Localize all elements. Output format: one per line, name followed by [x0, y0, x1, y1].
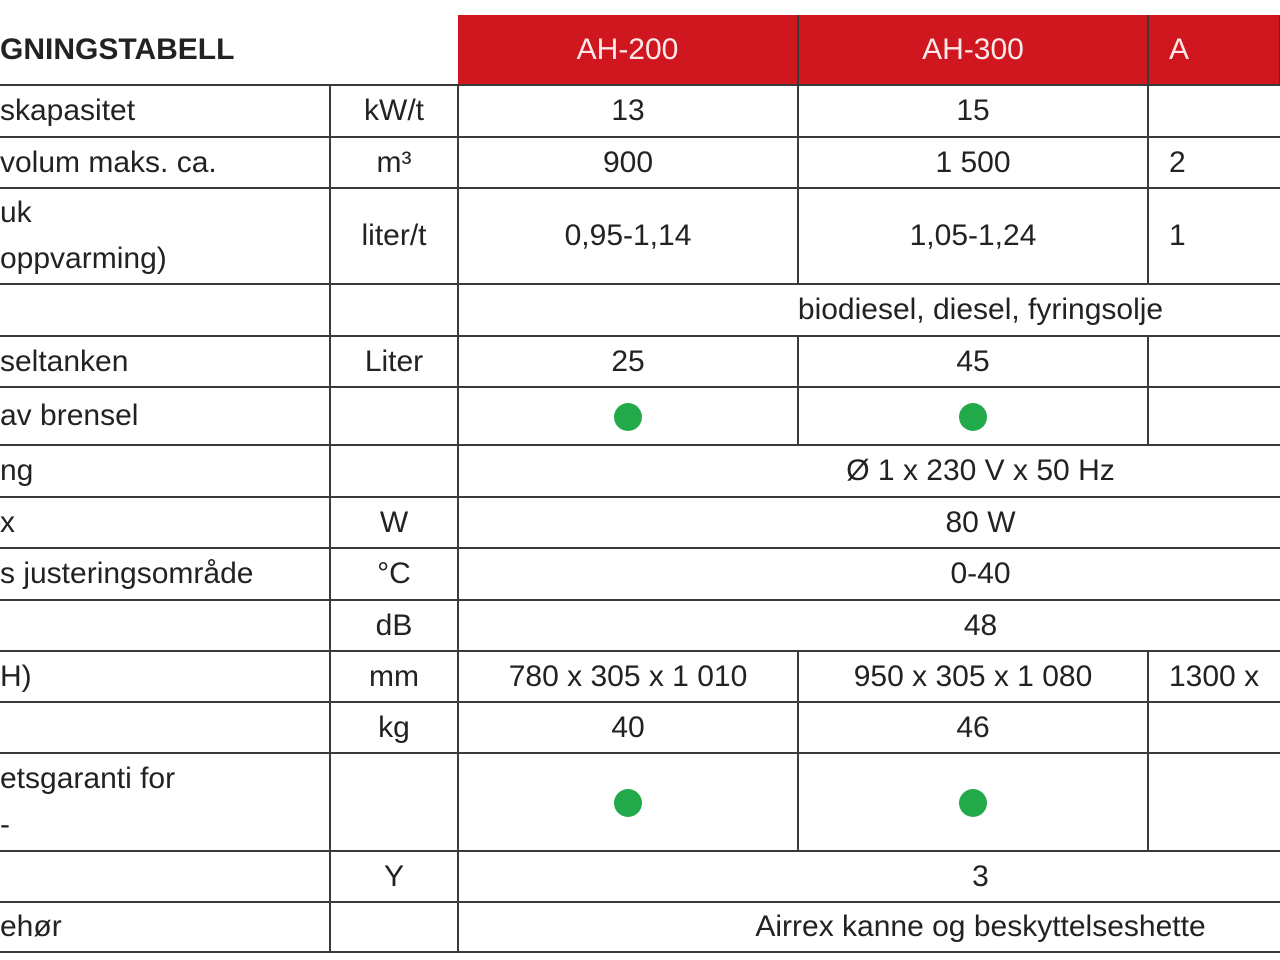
- row-value: [1147, 701, 1280, 754]
- spec-table: GNINGSTABELL AH-200 AH-300 A skapasitet k…: [0, 15, 1280, 953]
- row-value: [1147, 386, 1280, 446]
- row-label: s justeringsområde: [0, 547, 331, 601]
- row-unit: [329, 444, 459, 498]
- green-dot-icon: [614, 789, 642, 818]
- row-value-span: 80 W: [457, 496, 1280, 549]
- row-label: av brensel: [0, 386, 331, 446]
- row-value-span: 0-40: [457, 547, 1280, 601]
- row-value-span: Ø 1 x 230 V x 50 Hz: [457, 444, 1280, 498]
- model-header: A: [1148, 15, 1280, 85]
- row-label: [0, 701, 331, 754]
- row-value-span: Airrex kanne og beskyttelseshette: [457, 901, 1280, 953]
- row-value: 45: [797, 335, 1149, 388]
- row-value: [1147, 752, 1280, 852]
- row-value: 2: [1147, 136, 1280, 189]
- row-value: 46: [797, 701, 1149, 754]
- row-unit: Liter: [329, 335, 459, 388]
- row-value: [457, 752, 799, 852]
- row-value: 1: [1147, 187, 1280, 285]
- row-value: [457, 386, 799, 446]
- table-row: s justeringsområde °C 0-40: [0, 547, 1280, 601]
- table-row: H) mm 780 x 305 x 1 010 950 x 305 x 1 080 13…: [0, 650, 1280, 703]
- table-row: kg 40 46: [0, 701, 1280, 754]
- row-unit: kW/t: [329, 84, 459, 138]
- row-value: 950 x 305 x 1 080: [797, 650, 1149, 703]
- row-unit: °C: [329, 547, 459, 601]
- row-unit: dB: [329, 599, 459, 652]
- row-value: [797, 752, 1149, 852]
- row-value: 900: [457, 136, 799, 189]
- table-row: ehør Airrex kanne og beskyttelseshette: [0, 901, 1280, 953]
- row-value: 780 x 305 x 1 010: [457, 650, 799, 703]
- row-label: H): [0, 650, 331, 703]
- row-label: etsgaranti for -: [0, 752, 331, 852]
- table-row: skapasitet kW/t 13 15: [0, 84, 1280, 138]
- row-value: [797, 386, 1149, 446]
- row-unit: Y: [329, 850, 459, 903]
- row-unit: [329, 283, 459, 337]
- row-label: [0, 850, 331, 903]
- row-label: ehør: [0, 901, 331, 953]
- row-value: 40: [457, 701, 799, 754]
- row-label: ng: [0, 444, 331, 498]
- row-value: 25: [457, 335, 799, 388]
- row-unit: [329, 386, 459, 446]
- row-value: 1300 x: [1147, 650, 1280, 703]
- row-label: [0, 283, 331, 337]
- table-row: etsgaranti for -: [0, 752, 1280, 852]
- table-row: av brensel: [0, 386, 1280, 446]
- model-header: AH-300: [798, 15, 1149, 85]
- row-value: 15: [797, 84, 1149, 138]
- row-label: [0, 599, 331, 652]
- row-value: [1147, 84, 1280, 138]
- row-label: uk oppvarming): [0, 187, 331, 285]
- table-title: GNINGSTABELL: [0, 15, 330, 86]
- row-label: skapasitet: [0, 84, 331, 138]
- green-dot-icon: [959, 403, 987, 432]
- row-unit: W: [329, 496, 459, 549]
- row-value-span: 3: [457, 850, 1280, 903]
- table-row: biodiesel, diesel, fyringsolje: [0, 283, 1280, 337]
- row-value: [1147, 335, 1280, 388]
- row-value-span: 48: [457, 599, 1280, 652]
- row-value: 0,95-1,14: [457, 187, 799, 285]
- table-row: seltanken Liter 25 45: [0, 335, 1280, 388]
- table-row: volum maks. ca. m³ 900 1 500 2: [0, 136, 1280, 189]
- table-row: ng Ø 1 x 230 V x 50 Hz: [0, 444, 1280, 498]
- row-value: 1 500: [797, 136, 1149, 189]
- row-unit: liter/t: [329, 187, 459, 285]
- table-row: x W 80 W: [0, 496, 1280, 549]
- row-unit: mm: [329, 650, 459, 703]
- green-dot-icon: [959, 789, 987, 818]
- green-dot-icon: [614, 403, 642, 432]
- header-row: GNINGSTABELL AH-200 AH-300 A: [0, 15, 1280, 86]
- row-value: 13: [457, 84, 799, 138]
- row-value-span: biodiesel, diesel, fyringsolje: [457, 283, 1280, 337]
- row-unit: m³: [329, 136, 459, 189]
- row-label: seltanken: [0, 335, 331, 388]
- row-value: 1,05-1,24: [797, 187, 1149, 285]
- row-label: x: [0, 496, 331, 549]
- unit-header: [330, 15, 458, 86]
- row-unit: kg: [329, 701, 459, 754]
- row-unit: [329, 901, 459, 953]
- row-label: volum maks. ca.: [0, 136, 331, 189]
- table-row: uk oppvarming) liter/t 0,95-1,14 1,05-1,24 1: [0, 187, 1280, 285]
- model-header: AH-200: [458, 15, 799, 85]
- table-row: dB 48: [0, 599, 1280, 652]
- row-unit: [329, 752, 459, 852]
